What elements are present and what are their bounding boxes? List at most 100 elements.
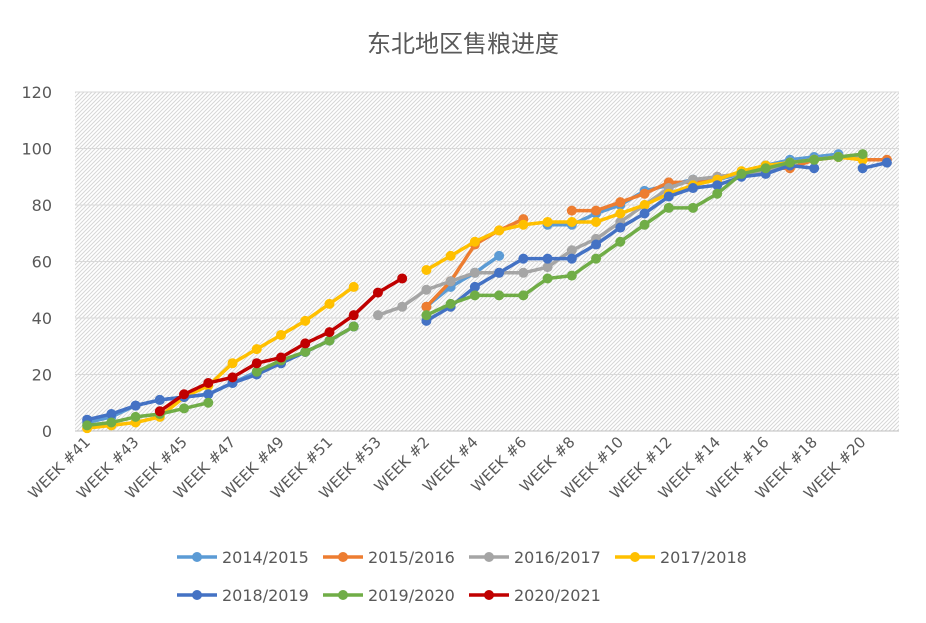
data-point — [833, 151, 844, 162]
data-point — [300, 315, 311, 326]
data-point — [712, 188, 723, 199]
data-point — [82, 420, 93, 431]
data-point — [688, 202, 698, 213]
data-point — [518, 253, 529, 264]
data-point — [421, 310, 432, 321]
legend-marker — [484, 590, 494, 600]
data-point — [639, 219, 650, 230]
data-point — [542, 273, 553, 284]
data-point — [518, 267, 529, 278]
legend-label: 2014/2015 — [222, 548, 309, 567]
data-point — [469, 290, 480, 301]
data-point — [348, 310, 359, 321]
data-point — [421, 301, 432, 312]
chart-title: 东北地区售粮进度 — [367, 30, 559, 58]
data-point — [784, 157, 795, 168]
data-point — [639, 188, 650, 199]
legend-item: 2014/2015 — [177, 548, 309, 567]
data-point — [663, 202, 674, 213]
legend-label: 2015/2016 — [368, 548, 455, 567]
data-point — [324, 298, 335, 309]
data-point — [566, 216, 577, 227]
data-point — [566, 270, 577, 281]
data-point — [494, 225, 505, 236]
data-point — [857, 163, 868, 174]
legend-marker — [630, 552, 640, 562]
y-tick-label: 100 — [21, 140, 52, 159]
data-point — [106, 417, 117, 428]
data-point — [469, 281, 480, 292]
data-point — [688, 183, 698, 194]
data-point — [736, 168, 747, 179]
series-2020-2021 — [154, 273, 408, 417]
series-2017-2018 — [82, 151, 868, 434]
data-point — [106, 409, 117, 420]
data-point — [542, 216, 553, 227]
data-point — [227, 358, 238, 369]
legend-marker — [338, 590, 348, 600]
data-point — [300, 338, 311, 349]
y-tick-label: 40 — [32, 309, 52, 328]
data-point — [397, 273, 408, 284]
data-point — [615, 222, 626, 233]
data-point — [372, 287, 383, 298]
data-point — [469, 236, 480, 247]
data-point — [324, 327, 335, 338]
data-point — [542, 262, 553, 273]
data-point — [445, 276, 456, 287]
data-point — [154, 406, 165, 417]
data-point — [494, 290, 505, 301]
data-point — [276, 352, 286, 363]
data-point — [857, 149, 868, 160]
data-point — [348, 321, 359, 332]
data-point — [397, 301, 408, 312]
legend-marker — [192, 590, 202, 600]
y-tick-label: 0 — [42, 422, 52, 441]
data-point — [179, 389, 190, 400]
legend-item: 2017/2018 — [615, 548, 747, 567]
data-point — [542, 253, 553, 264]
data-point — [881, 157, 892, 168]
data-point — [469, 267, 480, 278]
data-point — [760, 163, 771, 174]
y-tick-label: 120 — [21, 83, 52, 102]
data-point — [130, 411, 141, 422]
legend-label: 2019/2020 — [368, 586, 455, 605]
series-2019-2020 — [82, 149, 868, 431]
data-point — [154, 394, 165, 405]
legend-item: 2018/2019 — [177, 586, 309, 605]
data-point — [615, 197, 626, 208]
legend-marker — [338, 552, 348, 562]
data-point — [445, 250, 456, 261]
data-point — [372, 310, 383, 321]
legend-item: 2020/2021 — [469, 586, 601, 605]
data-point — [324, 335, 335, 346]
data-point — [591, 216, 602, 227]
legend-item: 2019/2020 — [323, 586, 455, 605]
legend-marker — [484, 552, 494, 562]
data-point — [591, 205, 602, 216]
data-point — [518, 219, 529, 230]
data-point — [712, 180, 723, 191]
legend-item: 2015/2016 — [323, 548, 455, 567]
data-point — [251, 358, 262, 369]
legend-label: 2018/2019 — [222, 586, 309, 605]
data-point — [227, 372, 238, 383]
data-point — [518, 290, 529, 301]
data-point — [421, 264, 432, 275]
data-point — [663, 191, 674, 202]
data-point — [203, 397, 214, 408]
data-point — [591, 253, 602, 264]
legend-item: 2016/2017 — [469, 548, 601, 567]
data-point — [615, 208, 626, 219]
legend-label: 2020/2021 — [514, 586, 601, 605]
data-point — [566, 245, 577, 256]
data-point — [445, 298, 456, 309]
legend-marker — [192, 552, 202, 562]
y-tick-label: 20 — [32, 366, 52, 385]
data-point — [276, 329, 286, 340]
data-point — [494, 250, 505, 261]
data-point — [203, 389, 214, 400]
data-point — [251, 366, 262, 377]
